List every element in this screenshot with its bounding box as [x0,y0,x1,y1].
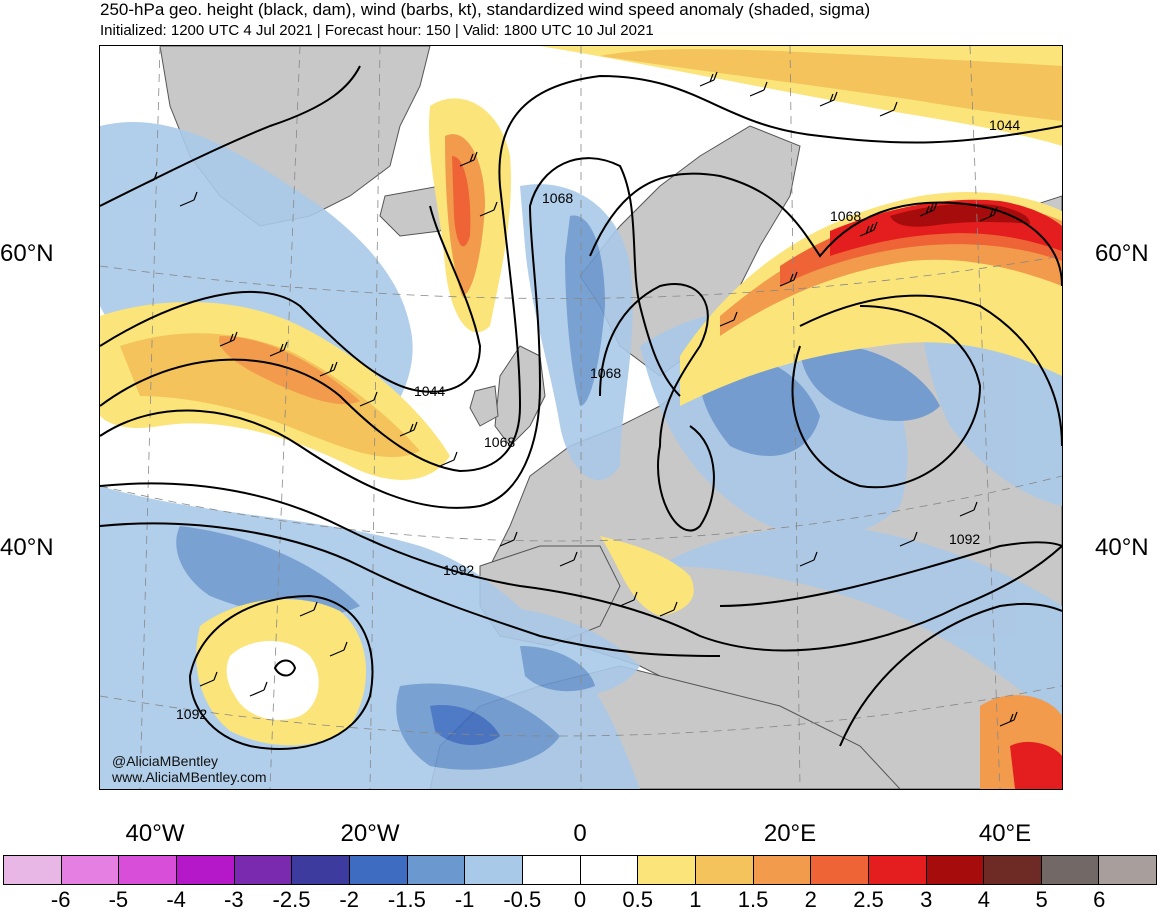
colorbar-swatch [984,856,1042,884]
colorbar-swatch [753,856,812,884]
colorbar-tick-label: 0.5 [622,887,653,912]
contour-label-1092-east: 1092 [949,531,980,547]
lon-label-40e: 40°E [978,820,1032,847]
colorbar-swatch [1099,856,1157,884]
colorbar-tick-label: 2 [804,887,817,912]
colorbar-swatch [407,856,466,884]
colorbar-swatch [1041,856,1100,884]
map-title: 250-hPa geo. height (black, dam), wind (… [100,0,871,19]
colorbar-swatch [234,856,293,884]
height-contours [100,65,1062,750]
colorbar-tick-label: -3 [224,887,244,912]
colorbar-tick-label: 1 [689,887,702,912]
colorbar-tick-labels: -6 -5 -4 -3 -2.5 -2 -1.5 -1 -0.5 0 0.5 1 1.5 2 2.5 3 4 5 6 [0,885,1160,912]
colorbar-tick-label: -2.5 [272,887,311,912]
colorbar-tick-label: -5 [108,887,129,912]
colorbar-swatch [4,856,62,884]
colorbar-tick-label: -4 [166,887,186,912]
contour-label-1044-west: 1044 [414,383,445,399]
colorbar-swatch [292,856,350,884]
lon-label-20e: 20°E [763,820,817,847]
contour-label-1092-southwest: 1092 [176,706,207,722]
contour-label-1068-central: 1068 [590,365,621,381]
contour-label-1068-east: 1068 [830,208,861,224]
colorbar-swatch [638,856,696,884]
colorbar-swatch [61,856,120,884]
colorbar-tick-label: 2.5 [853,887,884,912]
lat-label-40n-right: 40°N [1095,534,1149,561]
lat-label-60n-left: 60°N [0,240,54,267]
colorbar-swatch [580,856,639,884]
colorbar-swatch [695,856,754,884]
colorbar-swatch [465,856,523,884]
map-canvas: 1044 1068 1068 1068 1044 1068 1092 1092 … [100,46,1062,789]
colorbar-swatch [119,856,177,884]
contour-label-1068-north: 1068 [542,190,573,206]
colorbar-tick-label: -6 [50,887,71,912]
lon-label-40w: 40°W [125,820,185,847]
colorbar-swatch [349,856,408,884]
colorbar-swatch [176,856,235,884]
contour-label-1092-atlantic: 1092 [443,562,474,578]
lon-label-20w: 20°W [340,820,400,847]
colorbar-tick-label: 3 [920,887,933,912]
colorbar-tick-label: 1.5 [737,887,769,912]
colorbar-swatch [811,856,869,884]
contour-labels: 1044 1068 1068 1068 1044 1068 1092 1092 … [176,117,1020,722]
colorbar-swatch [926,856,985,884]
credit-site: www.AliciaMBentley.com [112,769,267,785]
colorbar-swatch [868,856,927,884]
map-panel: 1044 1068 1068 1068 1044 1068 1092 1092 … [99,45,1063,790]
colorbar-tick-label: 6 [1093,887,1106,912]
map-subtitle: Initialized: 1200 UTC 4 Jul 2021 | Forec… [100,22,654,39]
colorbar-tick-label: 0 [573,887,587,912]
wind-barbs [139,71,1018,727]
ireland-land [469,385,499,427]
colorbar-tick-label: -0.5 [503,887,542,912]
colorbar-tick-label: -2 [339,887,359,912]
colorbar-tick-label: -1 [454,887,475,912]
colorbar [3,855,1157,885]
lat-label-40n-left: 40°N [0,534,54,561]
contour-label-1068-ireland: 1068 [484,434,515,450]
colorbar-tick-label: -1.5 [387,887,426,912]
lat-label-60n-right: 60°N [1095,240,1149,267]
colorbar-swatch [522,856,581,884]
positive-anomaly-shading [100,46,1062,789]
colorbar-tick-label: 4 [977,887,991,912]
credit-handle: @AliciaMBentley [112,753,219,769]
contour-label-1044-northeast: 1044 [989,117,1020,133]
lon-label-0: 0 [573,820,587,847]
colorbar-tick-label: 5 [1035,887,1048,912]
